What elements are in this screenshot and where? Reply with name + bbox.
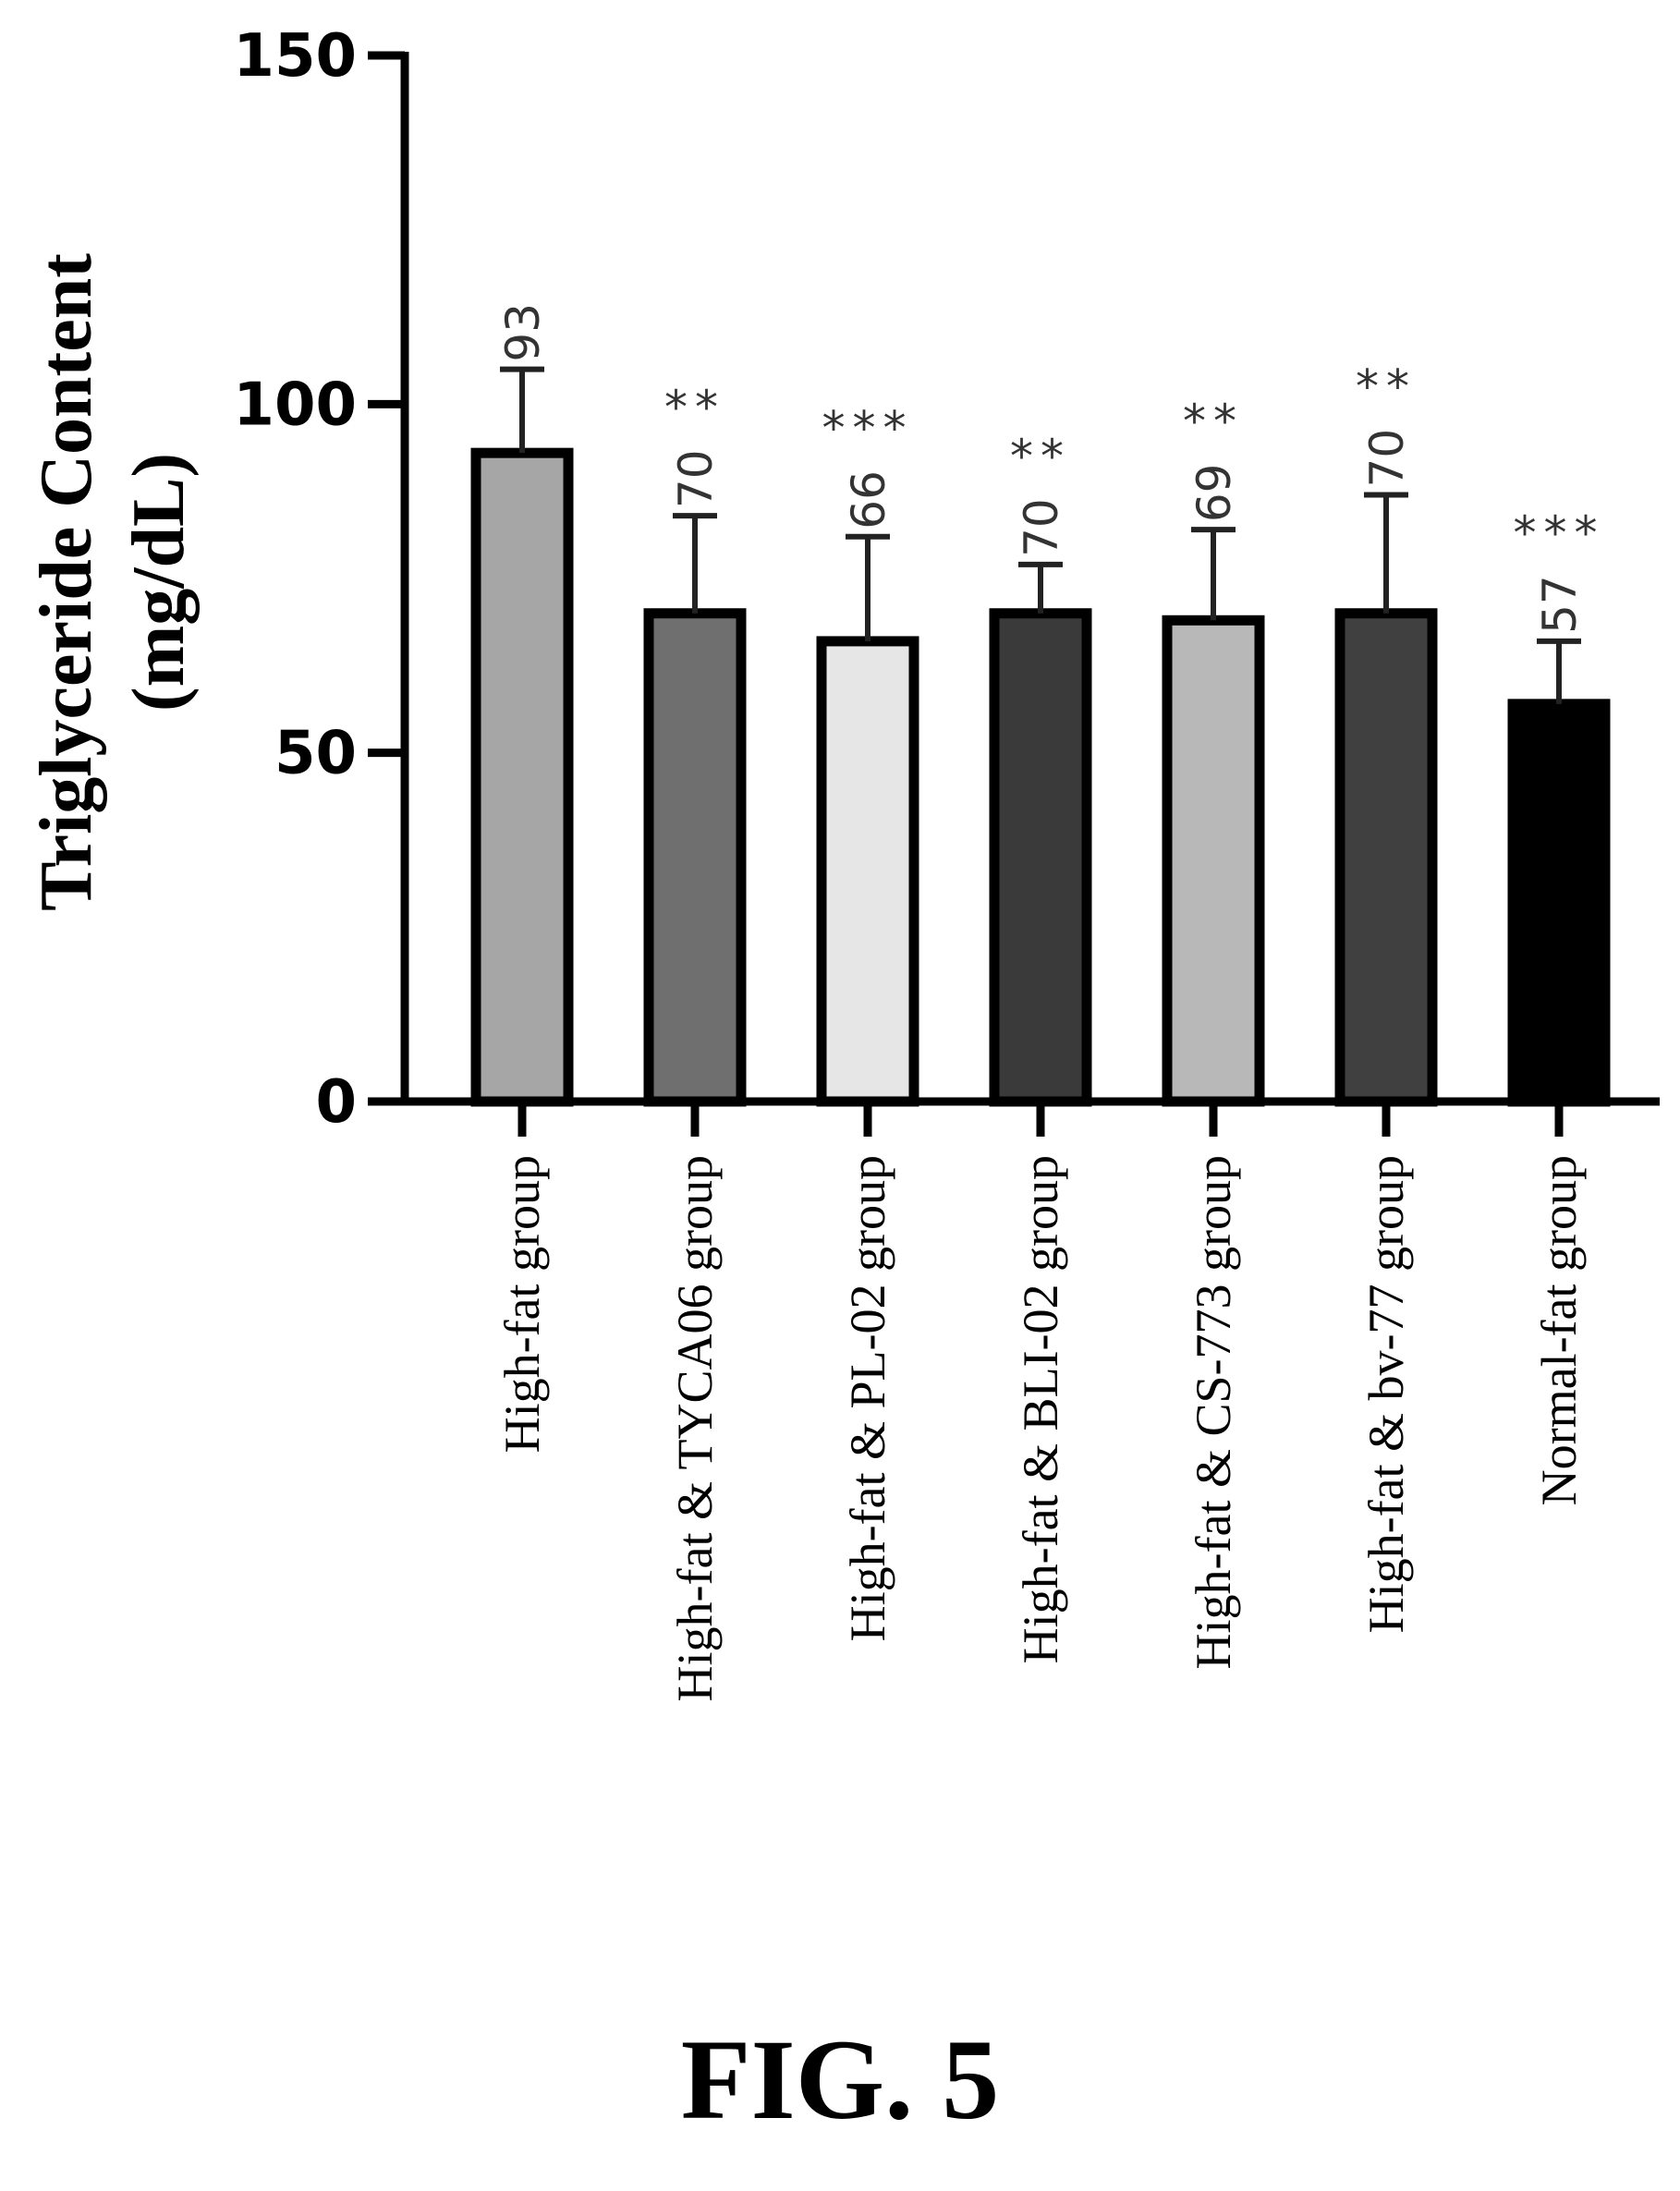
value-label: 70 bbox=[1360, 429, 1414, 488]
value-label: 93 bbox=[496, 303, 550, 362]
y-axis-label: Triglyceride Content (mg/dL) bbox=[26, 253, 200, 911]
y-axis-ticks: 0 50 100 150 bbox=[233, 22, 405, 1137]
value-label: 57 bbox=[1533, 575, 1587, 634]
bar bbox=[816, 636, 919, 1107]
y-axis-label-line-2: (mg/dL) bbox=[118, 453, 200, 712]
x-tick-label: High-fat & CS-773 group bbox=[1186, 1155, 1241, 1669]
value-label: 66 bbox=[842, 470, 895, 529]
y-tick-label: 50 bbox=[274, 720, 357, 788]
x-axis-labels: High-fat group High-fat & TYCA06 group Hig… bbox=[494, 1102, 1587, 1701]
x-tick-label: High-fat & BLI-02 group bbox=[1013, 1155, 1068, 1663]
bar bbox=[1162, 615, 1265, 1107]
x-tick-label: High-fat group bbox=[494, 1155, 550, 1453]
significance-label: ** bbox=[1010, 430, 1071, 483]
bar bbox=[643, 608, 747, 1107]
y-axis-label-line-1: Triglyceride Content bbox=[26, 253, 107, 911]
bars: 93 70 ** 66 *** 70 ** 69 ** 70 ** 57 *** bbox=[470, 303, 1611, 1107]
significance-label: *** bbox=[1514, 506, 1605, 560]
bar bbox=[470, 447, 574, 1107]
y-tick-label: 100 bbox=[233, 371, 357, 439]
significance-label: ** bbox=[1356, 359, 1417, 413]
x-tick-label: High-fat & TYCA06 group bbox=[667, 1155, 723, 1701]
axes bbox=[400, 52, 1660, 1106]
y-tick-label: 150 bbox=[233, 22, 357, 91]
significance-label: *** bbox=[822, 402, 914, 456]
significance-label: ** bbox=[664, 381, 725, 434]
value-label: 69 bbox=[1187, 464, 1241, 523]
value-label: 70 bbox=[1015, 498, 1068, 557]
x-tick-label: High-fat & PL-02 group bbox=[840, 1155, 895, 1641]
bar bbox=[989, 608, 1092, 1107]
bar bbox=[1507, 699, 1611, 1107]
figure-caption: FIG. 5 bbox=[680, 2016, 1000, 2143]
significance-label: ** bbox=[1183, 395, 1244, 448]
x-tick-label: Normal-fat group bbox=[1531, 1155, 1587, 1505]
y-tick-label: 0 bbox=[315, 1068, 357, 1137]
bar bbox=[1334, 608, 1438, 1107]
x-tick-label: High-fat & bv-77 group bbox=[1358, 1155, 1414, 1633]
value-label: 70 bbox=[669, 449, 723, 508]
